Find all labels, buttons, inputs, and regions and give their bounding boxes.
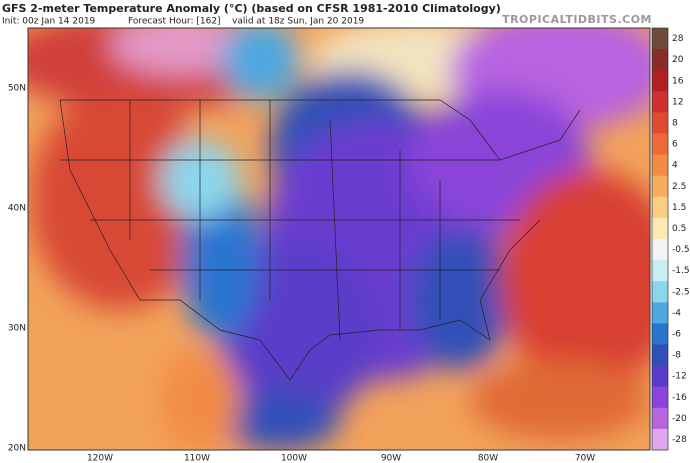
borders bbox=[59, 99, 581, 381]
colorbar-swatch bbox=[652, 428, 668, 451]
colorbar-swatch bbox=[652, 217, 668, 240]
colorbar-label: 8 bbox=[672, 118, 678, 128]
colorbar-swatch bbox=[652, 344, 668, 367]
colorbar-swatch bbox=[652, 386, 668, 409]
colorbar-swatch bbox=[652, 196, 668, 219]
colorbar-label: 1.5 bbox=[672, 203, 686, 213]
axis-labels: 50N 40N 30N 20N 120W 110W 100W 90W 80W 70W bbox=[8, 84, 595, 463]
map-title: GFS 2-meter Temperature Anomaly (°C) (ba… bbox=[2, 2, 501, 15]
map-frame bbox=[27, 27, 651, 451]
colorbar-swatch bbox=[652, 239, 668, 261]
colorbar-label: 0.5 bbox=[672, 224, 686, 234]
latitude-label: 20N bbox=[8, 444, 26, 454]
colorbar-label: -4 bbox=[672, 308, 681, 318]
latitude-label: 50N bbox=[8, 84, 26, 94]
latitude-label: 40N bbox=[8, 204, 26, 214]
latitude-label: 30N bbox=[8, 324, 26, 334]
colorbar-swatch bbox=[652, 49, 668, 71]
colorbar-swatch bbox=[652, 112, 668, 134]
colorbar-swatch bbox=[652, 154, 668, 177]
colorbar-label: -8 bbox=[672, 351, 681, 361]
colorbar-swatch bbox=[652, 175, 668, 198]
valid-time: valid at 18z Sun, Jan 20 2019 bbox=[232, 17, 364, 27]
longitude-label: 80W bbox=[478, 454, 498, 463]
colorbar-swatch bbox=[652, 28, 668, 50]
longitude-label: 110W bbox=[184, 454, 210, 463]
colorbar-swatch bbox=[652, 91, 668, 113]
colorbar-label: -28 bbox=[672, 435, 687, 445]
colorbar-label: -6 bbox=[672, 329, 681, 339]
colorbar-label: 16 bbox=[672, 76, 684, 86]
colorbar-frame bbox=[651, 27, 669, 451]
colorbar-swatch bbox=[652, 133, 668, 156]
colorbar-label: 12 bbox=[672, 97, 683, 107]
longitude-label: 120W bbox=[87, 454, 113, 463]
colorbar-swatch bbox=[652, 281, 668, 303]
anomaly-map bbox=[28, 28, 650, 450]
colorbar-swatch bbox=[652, 302, 668, 324]
colorbar-label: 6 bbox=[672, 140, 678, 150]
colorbar-label: 28 bbox=[672, 34, 684, 44]
longitude-label: 70W bbox=[575, 454, 595, 463]
colorbar-label: 4 bbox=[672, 161, 678, 171]
colorbar-label: 2.5 bbox=[672, 182, 686, 192]
brand: TROPICALTIDBITS.COM bbox=[502, 13, 652, 26]
longitude-label: 100W bbox=[281, 454, 307, 463]
colorbar-swatch bbox=[652, 323, 668, 345]
colorbar-swatch bbox=[652, 260, 668, 282]
colorbar-label: -12 bbox=[672, 372, 687, 382]
colorbar-swatch bbox=[652, 365, 668, 388]
colorbar-label: -0.5 bbox=[672, 245, 690, 255]
colorbar-label: 20 bbox=[672, 55, 684, 65]
colorbar-label: -1.5 bbox=[672, 266, 690, 276]
colorbar-label: -20 bbox=[672, 414, 687, 424]
colorbar-swatch bbox=[652, 407, 668, 430]
forecast-hour: Forecast Hour: [162] bbox=[128, 17, 221, 27]
colorbar-label: -16 bbox=[672, 393, 687, 403]
colorbar-swatch bbox=[652, 70, 668, 92]
colorbar: 28 20 16 12 8 6 4 2.5 1.5 0.5 -0.5 -1.5 -2.5 -4 -6 -8 -1… bbox=[651, 27, 690, 451]
colorbar-label: -2.5 bbox=[672, 287, 690, 297]
longitude-label: 90W bbox=[381, 454, 401, 463]
init-time: Init: 00z Jan 14 2019 bbox=[2, 17, 96, 27]
